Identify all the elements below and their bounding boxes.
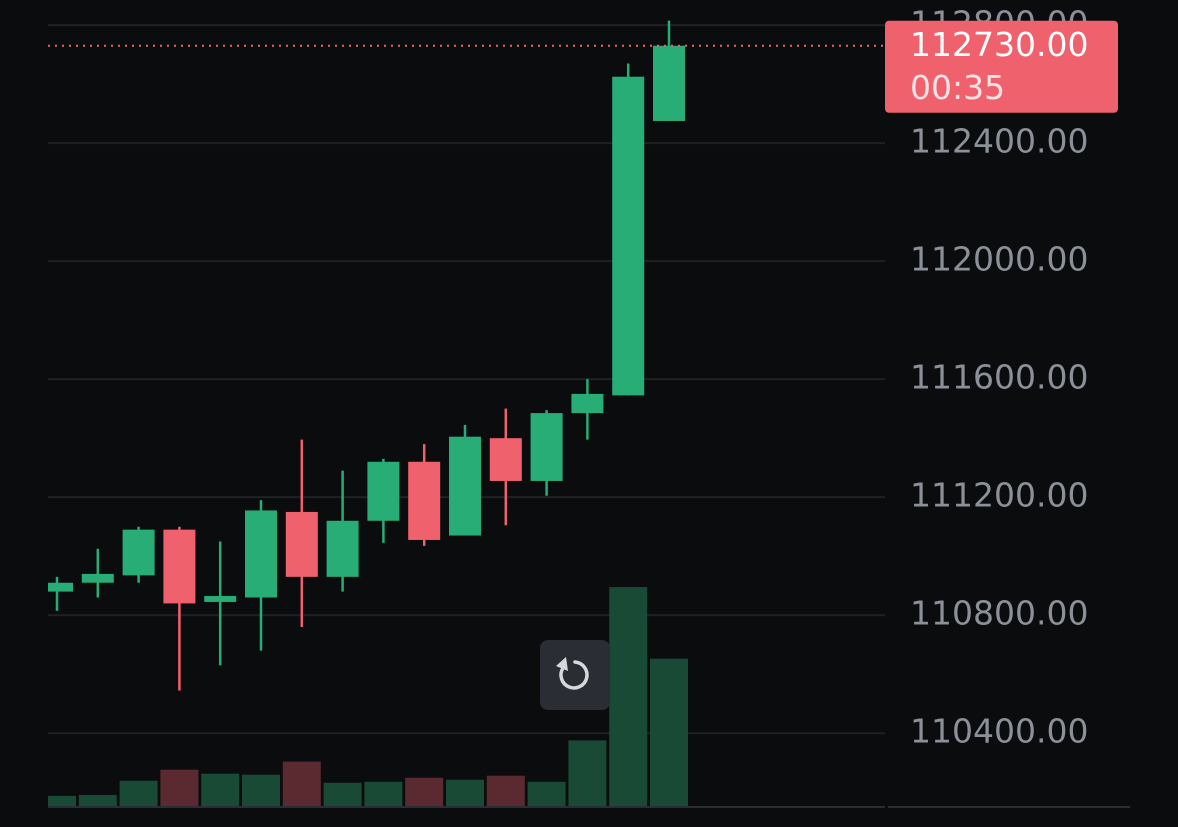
volume-bar	[119, 780, 158, 807]
candle-body	[122, 529, 155, 576]
candle-body	[48, 582, 73, 592]
volume-bar	[609, 587, 648, 807]
volume-bar	[201, 773, 240, 807]
volume-bar	[242, 774, 280, 807]
reset-button[interactable]	[540, 640, 610, 710]
y-tick-label: 111200.00	[910, 476, 1088, 515]
volume-bar	[446, 779, 484, 807]
candle-body	[367, 461, 400, 521]
volume-bar	[568, 740, 607, 807]
y-tick-label: 112400.00	[910, 122, 1088, 161]
candle-body	[163, 529, 196, 604]
y-tick-label: 110400.00	[910, 712, 1088, 751]
volume-layer	[48, 587, 688, 807]
candle-body	[449, 436, 481, 536]
volume-bar	[282, 761, 321, 807]
volume-bar	[160, 769, 199, 807]
candle-body	[653, 45, 685, 121]
volume-bar	[650, 658, 688, 807]
candle-body	[81, 573, 114, 583]
y-tick-label: 110800.00	[910, 594, 1088, 633]
last-price-box	[885, 20, 1118, 113]
reset-icon-arrow[interactable]	[556, 657, 568, 671]
volume-bar	[364, 781, 403, 807]
candle-body	[245, 510, 277, 598]
y-tick-label: 112000.00	[910, 240, 1088, 279]
volume-bar	[486, 775, 525, 807]
volume-bar	[48, 795, 76, 807]
last-price: 112730.00 00:35	[48, 20, 1118, 113]
candle-body	[571, 393, 604, 414]
candle-body	[326, 520, 359, 577]
reset-button-bg[interactable]	[540, 640, 610, 710]
volume-bar	[323, 782, 362, 807]
last-price-label: 112730.00	[910, 25, 1088, 64]
volume-bar	[405, 777, 444, 807]
candle-body	[612, 76, 645, 396]
candle-body	[285, 511, 318, 577]
countdown: 00:35	[910, 68, 1005, 107]
volume-bar	[78, 794, 117, 807]
volume-bar	[527, 781, 566, 807]
candle-body	[408, 461, 441, 540]
y-tick-label: 111600.00	[910, 358, 1088, 397]
candle-layer	[48, 20, 685, 691]
candle-body	[489, 438, 522, 481]
candle-body	[204, 596, 237, 602]
reset-icon[interactable]	[559, 660, 589, 690]
candle-body	[530, 413, 563, 481]
